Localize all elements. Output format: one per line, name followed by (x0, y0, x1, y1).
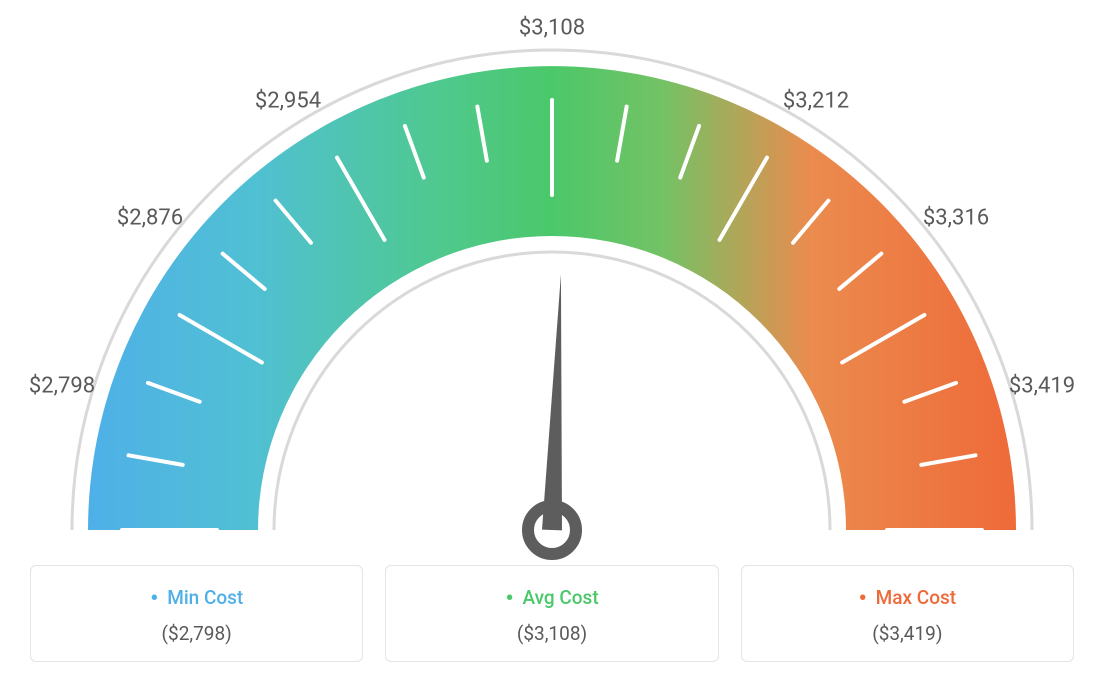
gauge-tick-label: $3,316 (923, 206, 989, 231)
chart-container: $2,798 $2,876 $2,954 $3,108 $3,212 $3,316 $3,4… (0, 0, 1104, 690)
legend-title-min: • Min Cost (41, 584, 352, 612)
legend-value-max: ($3,419) (752, 622, 1063, 645)
gauge-tick-label: $2,876 (117, 206, 183, 231)
dot-icon: • (505, 584, 513, 612)
legend-card-min: • Min Cost ($2,798) (30, 565, 363, 662)
legend-title-avg-text: Avg Cost (522, 586, 598, 609)
gauge-tick-label: $2,798 (29, 374, 95, 399)
gauge-tick-label: $3,108 (519, 16, 585, 41)
legend-title-avg: • Avg Cost (396, 584, 707, 612)
legend-card-max: • Max Cost ($3,419) (741, 565, 1074, 662)
dot-icon: • (859, 584, 867, 612)
legend-card-avg: • Avg Cost ($3,108) (385, 565, 718, 662)
gauge-tick-label: $2,954 (255, 89, 321, 114)
legend-value-avg: ($3,108) (396, 622, 707, 645)
gauge-area: $2,798 $2,876 $2,954 $3,108 $3,212 $3,316 $3,4… (0, 0, 1104, 560)
legend-title-max-text: Max Cost (876, 586, 956, 609)
legend-title-max: • Max Cost (752, 584, 1063, 612)
gauge-tick-label: $3,212 (783, 89, 849, 114)
legend-row: • Min Cost ($2,798) • Avg Cost ($3,108) … (30, 565, 1074, 662)
gauge-tick-label: $3,419 (1009, 374, 1075, 399)
legend-title-min-text: Min Cost (167, 586, 243, 609)
legend-value-min: ($2,798) (41, 622, 352, 645)
dot-icon: • (150, 584, 158, 612)
gauge-svg (0, 0, 1104, 560)
